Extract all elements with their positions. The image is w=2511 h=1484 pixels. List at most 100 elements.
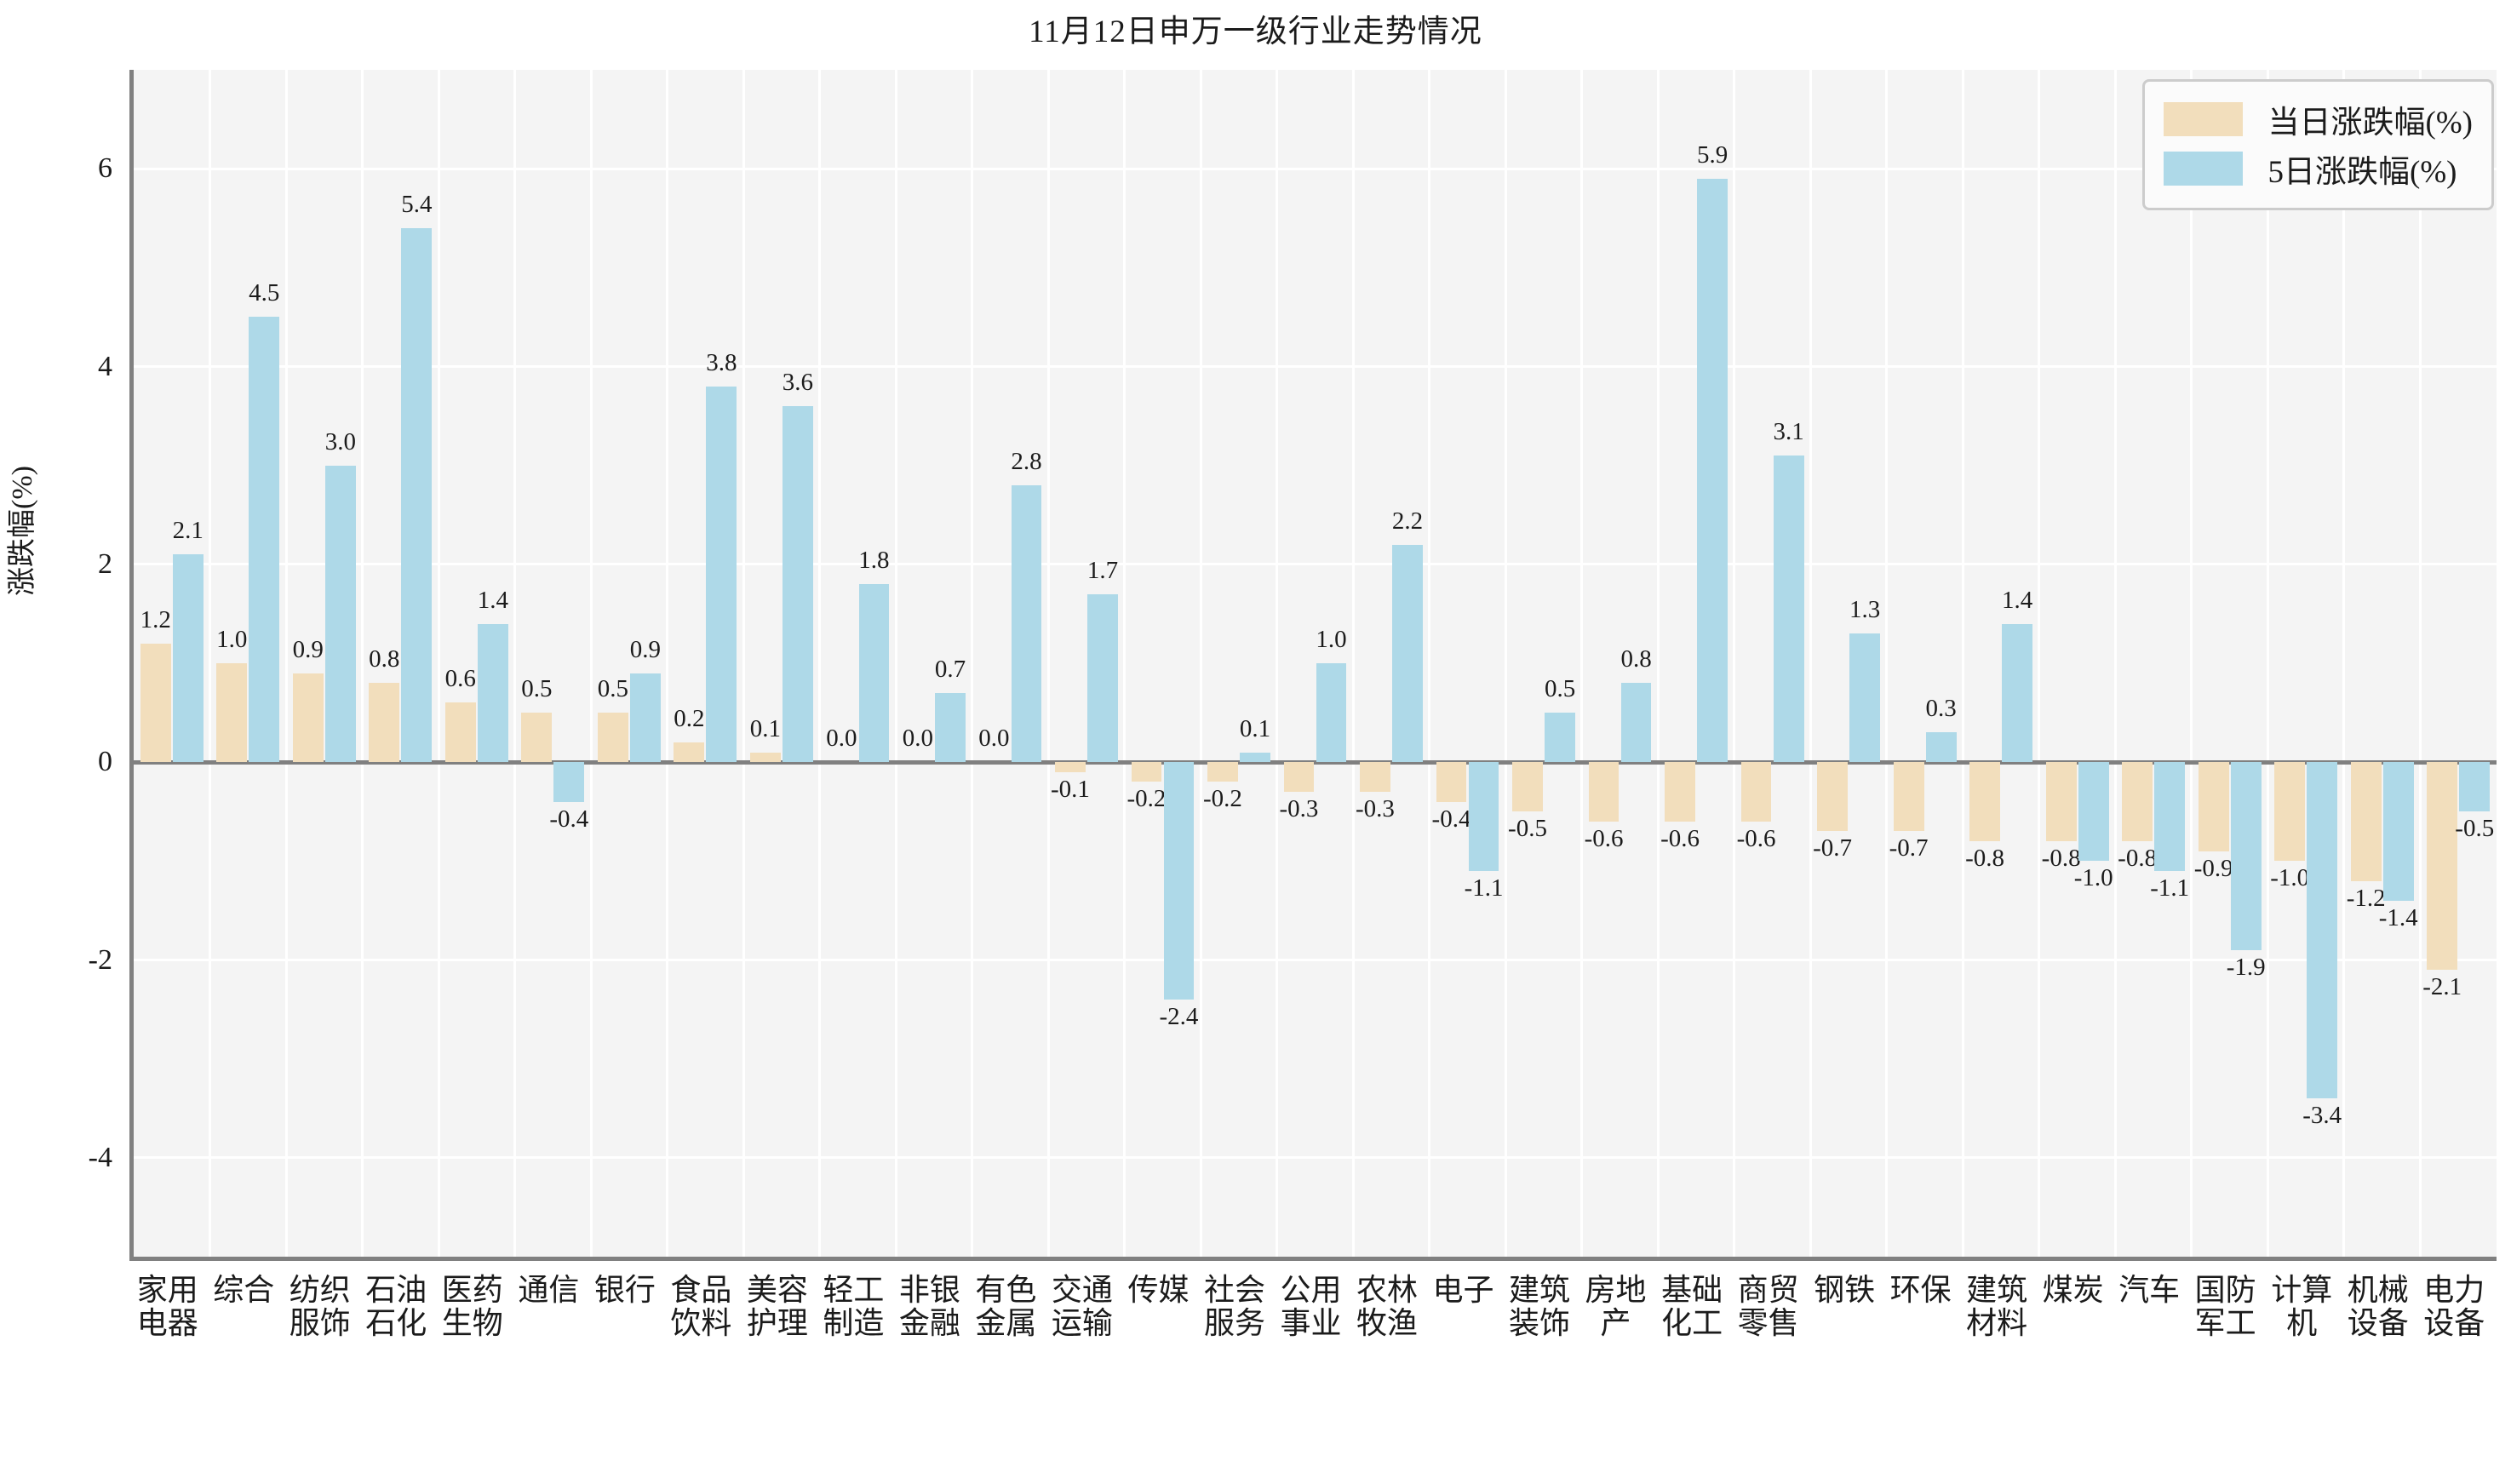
bar-today[interactable]: [369, 683, 400, 763]
x-category-label: 机械设备: [2347, 1273, 2409, 1340]
bar-today[interactable]: [2427, 762, 2458, 971]
bar-fiveday[interactable]: [2078, 762, 2109, 862]
bar-value-label: -0.8: [2041, 845, 2081, 873]
bar-fiveday[interactable]: [1925, 732, 1957, 763]
legend-label-fiveday: 5日涨跌幅(%): [2267, 155, 2457, 190]
bar-value-label: -0.4: [549, 805, 589, 833]
gridline-vertical: [2342, 70, 2346, 1257]
bar-fiveday[interactable]: [172, 554, 204, 763]
legend-item-today[interactable]: 当日涨跌幅(%): [2163, 95, 2473, 144]
bar-value-label: -0.8: [2118, 845, 2158, 873]
bar-today[interactable]: [2198, 762, 2229, 851]
bar-fiveday[interactable]: [2382, 762, 2414, 901]
bar-fiveday[interactable]: [629, 673, 661, 763]
bar-today[interactable]: [1893, 762, 1924, 832]
bar-fiveday[interactable]: [477, 623, 508, 763]
bar-fiveday[interactable]: [1011, 484, 1042, 763]
bar-today[interactable]: [2274, 762, 2306, 862]
bar-today[interactable]: [1436, 762, 1467, 802]
bar-fiveday[interactable]: [553, 762, 585, 802]
bar-fiveday[interactable]: [2459, 762, 2491, 812]
bar-today[interactable]: [1588, 762, 1620, 822]
x-category-label: 环保: [1889, 1273, 1952, 1307]
bar-value-label: 3.6: [782, 368, 814, 396]
bar-today[interactable]: [216, 663, 248, 763]
bar-fiveday[interactable]: [2154, 762, 2186, 871]
bar-today[interactable]: [2045, 762, 2077, 842]
gridline-vertical: [1885, 70, 1889, 1257]
bar-fiveday[interactable]: [2002, 623, 2033, 763]
bar-today[interactable]: [674, 742, 705, 763]
bar-value-label: 1.2: [140, 605, 171, 633]
bar-value-label: -0.4: [1431, 805, 1471, 833]
bar-fiveday[interactable]: [249, 317, 280, 763]
x-category-label: 综合: [213, 1273, 275, 1307]
bar-fiveday[interactable]: [1468, 762, 1499, 871]
x-category-label: 社会服务: [1203, 1273, 1265, 1340]
bar-fiveday[interactable]: [706, 386, 737, 763]
legend-swatch-fiveday: [2163, 152, 2243, 186]
bar-fiveday[interactable]: [1697, 178, 1728, 763]
bar-fiveday[interactable]: [935, 692, 966, 763]
bar-fiveday[interactable]: [1316, 663, 1347, 763]
bar-today[interactable]: [597, 713, 628, 763]
y-tick-label: 4: [98, 350, 112, 382]
bar-today[interactable]: [1665, 762, 1695, 822]
bar-today[interactable]: [1512, 762, 1543, 812]
bar-today[interactable]: [1360, 762, 1390, 792]
bar-fiveday[interactable]: [1773, 456, 1804, 763]
gridline-vertical: [437, 70, 440, 1257]
bar-today[interactable]: [1969, 762, 2001, 842]
bar-today[interactable]: [444, 702, 476, 763]
bar-value-label: 1.7: [1086, 556, 1119, 584]
gridline-vertical: [971, 70, 974, 1257]
x-category-label: 房地产: [1585, 1273, 1647, 1340]
y-tick-label: 6: [98, 152, 112, 185]
bar-value-label: -0.6: [1660, 824, 1700, 852]
bar-fiveday[interactable]: [1163, 762, 1195, 1000]
x-category-label: 基础化工: [1661, 1273, 1723, 1340]
bar-today[interactable]: [1131, 762, 1162, 782]
bar-fiveday[interactable]: [324, 465, 356, 763]
bar-value-label: -0.7: [1813, 834, 1853, 862]
bar-value-label: 0.5: [597, 675, 628, 703]
gridline-vertical: [1276, 70, 1279, 1257]
bar-fiveday[interactable]: [401, 227, 433, 763]
gridline-vertical: [1123, 70, 1127, 1257]
bar-value-label: 0.1: [1239, 714, 1271, 742]
gridline-vertical: [1961, 70, 1964, 1257]
bar-today[interactable]: [2350, 762, 2382, 881]
bar-value-label: 0.3: [1925, 695, 1957, 723]
y-tick-label: -2: [88, 943, 112, 976]
legend-item-fiveday[interactable]: 5日涨跌幅(%): [2163, 144, 2473, 193]
bar-today[interactable]: [1207, 762, 1238, 782]
x-category-label: 传媒: [1127, 1273, 1190, 1307]
bar-today[interactable]: [140, 643, 171, 763]
bar-today[interactable]: [521, 713, 553, 763]
bar-today[interactable]: [1055, 762, 1086, 772]
bar-fiveday[interactable]: [1392, 544, 1423, 763]
bar-value-label: -0.7: [1889, 834, 1929, 862]
bar-fiveday[interactable]: [1087, 593, 1118, 763]
bar-fiveday[interactable]: [858, 584, 890, 763]
x-category-label: 美容护理: [746, 1273, 808, 1340]
bar-value-label: -1.4: [2378, 903, 2418, 931]
bar-fiveday[interactable]: [1240, 752, 1270, 763]
bar-fiveday[interactable]: [1545, 713, 1575, 763]
gridline-horizontal: [134, 167, 2497, 170]
x-category-label: 汽车: [2118, 1273, 2181, 1307]
bar-today[interactable]: [292, 673, 324, 763]
bar-fiveday[interactable]: [2230, 762, 2262, 950]
bar-today[interactable]: [749, 752, 781, 763]
bar-value-label: 0.8: [1620, 645, 1652, 673]
bar-fiveday[interactable]: [1620, 683, 1652, 763]
bar-fiveday[interactable]: [783, 405, 813, 763]
bar-today[interactable]: [1740, 762, 1772, 822]
bar-fiveday[interactable]: [2307, 762, 2338, 1099]
bar-fiveday[interactable]: [1849, 633, 1881, 763]
bar-today[interactable]: [1817, 762, 1848, 832]
bar-today[interactable]: [2122, 762, 2153, 842]
gridline-horizontal: [134, 1156, 2497, 1160]
bar-today[interactable]: [1283, 762, 1315, 792]
